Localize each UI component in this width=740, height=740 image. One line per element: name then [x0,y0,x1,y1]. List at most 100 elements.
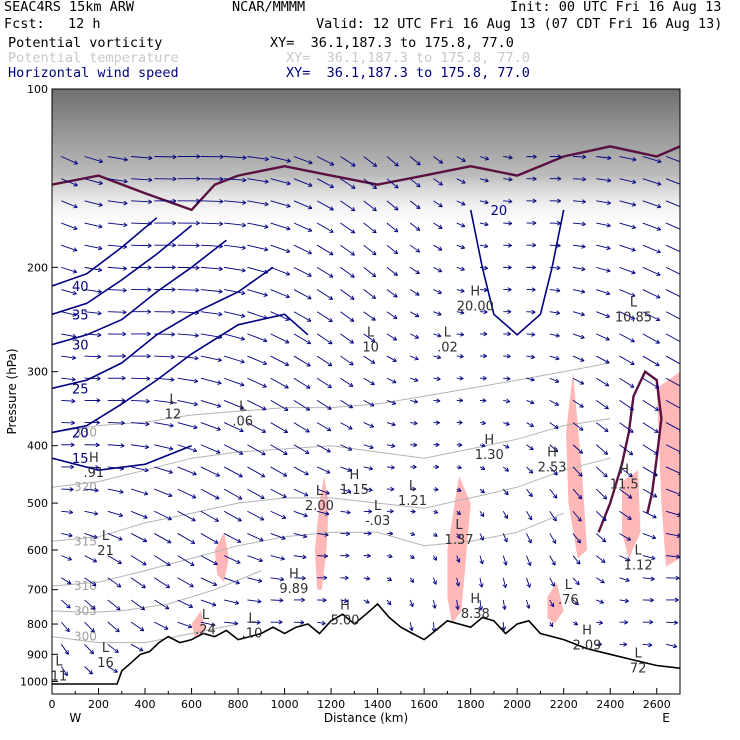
wind-vector-head-230 [307,227,313,232]
wind-vector-head-192 [262,360,268,366]
wind-vector-145 [200,289,223,293]
x-axis-east-label: E [662,711,670,725]
wind-vector-head-573 [649,597,654,603]
wind-vector-344 [410,377,419,382]
wind-vector-462 [526,599,530,609]
wind-vector-491 [572,289,585,293]
wind-vector-head-252 [329,228,334,233]
wind-vector-245 [293,555,307,558]
wind-vector-232 [293,266,312,277]
wind-vector-109 [154,466,173,474]
wind-vector-490 [572,266,586,270]
wind-vector-362 [433,289,442,294]
wind-vector-72 [131,156,153,159]
wind-vector-head-259 [327,383,332,389]
pv-shaded-region-6 [621,470,641,559]
wind-vector-254 [316,266,334,278]
pv-contour-0 [52,145,680,212]
wind-vector-38 [84,466,99,469]
wind-vector-head-208 [286,226,291,231]
wind-vector-head-576 [682,161,686,165]
wind-vector-head-290 [344,575,349,581]
wind-vector-320 [386,311,398,320]
wind-vector-404 [479,266,488,269]
wind-vector-319 [386,289,398,298]
wind-vector-head-263 [325,469,331,474]
wind-vector-153 [200,466,220,477]
wind-vector-326 [386,444,396,447]
wind-speed-contour-5 [52,217,158,287]
wind-vector-head-590 [678,470,680,475]
wind-vector-head-142 [219,221,224,227]
wind-vector-218 [270,444,288,455]
wind-vector-head-328 [390,486,395,492]
wind-vector-head-55 [122,309,127,315]
wind-vector-124 [177,311,199,314]
wind-vector-head-409 [482,375,487,381]
extremum-type-24: H [619,463,629,478]
wind-vector-262 [316,444,331,453]
wind-vector-41 [84,533,98,539]
wind-vector-head-596 [674,597,679,603]
wind-vector-head-562 [655,362,660,367]
wind-vector-314 [386,178,399,189]
wind-vector-head-229 [307,205,313,210]
wind-vector-178 [223,533,242,543]
wind-vector-head-323 [392,379,397,384]
wind-vector-318 [386,267,398,276]
wind-vector-head-106 [169,400,175,405]
wind-vector-478 [549,488,558,499]
wind-vector-head-457 [528,492,533,498]
extremum-type-4: L [169,392,177,407]
wind-vector-head-260 [327,405,332,410]
wind-vector-head-538 [630,338,635,343]
wind-vector-head-120 [195,220,200,226]
wind-vector-495 [572,377,584,385]
wind-vector-head-297 [371,272,377,278]
wind-vector-head-65 [118,536,123,541]
wind-vector-head-13 [70,442,75,448]
wind-vector-head-479 [552,516,557,522]
extremum-type-0: L [55,655,63,670]
wind-vector-505 [572,599,579,606]
wind-vector-436 [502,511,508,519]
wind-vector-head-488 [581,221,586,227]
wind-vector-head-154 [215,495,220,500]
x-tick-label-2600: 2600 [643,698,671,711]
wind-vector-head-521 [603,472,608,478]
wind-vector-150 [200,399,222,408]
wind-vector-head-559 [656,294,661,299]
extremum-value-12: 1.37 [445,533,474,548]
wind-vector-476 [549,444,559,453]
wind-vector-head-397 [455,582,461,587]
wind-vector-86 [130,466,149,472]
wind-vector-head-487 [581,199,586,204]
wind-vector-head-405 [483,287,488,293]
wind-vector-460 [526,555,531,566]
wind-vector-head-348 [412,464,417,470]
wind-vector-174 [223,444,244,455]
wind-vector-head-441 [501,626,507,631]
wind-vector-head-460 [527,561,532,566]
wind-vector-head-249 [329,161,335,166]
wind-vector-head-556 [656,226,662,231]
wind-vector-head-4 [72,247,78,252]
wind-vector-head-454 [529,422,534,427]
wind-vector-68 [107,599,121,611]
wind-vector-head-95 [172,154,177,160]
wind-vector-head-566 [653,450,659,455]
wind-vector-525 [595,555,606,563]
wind-vector-head-22 [64,650,69,655]
wind-vector-head-560 [655,316,661,322]
extremum-type-14: H [547,445,557,460]
theta-contour-300 [52,623,239,644]
x-tick-label-200: 200 [88,698,109,711]
wind-vector-head-152 [216,449,221,454]
wind-vector-head-329 [389,508,394,514]
wind-vector-head-182 [234,620,239,626]
wind-vector-head-482 [550,582,555,587]
wind-vector-head-349 [412,486,417,492]
wind-vector-head-3 [73,225,78,231]
wind-vector-head-396 [455,558,461,563]
wind-vector-32 [84,333,102,336]
